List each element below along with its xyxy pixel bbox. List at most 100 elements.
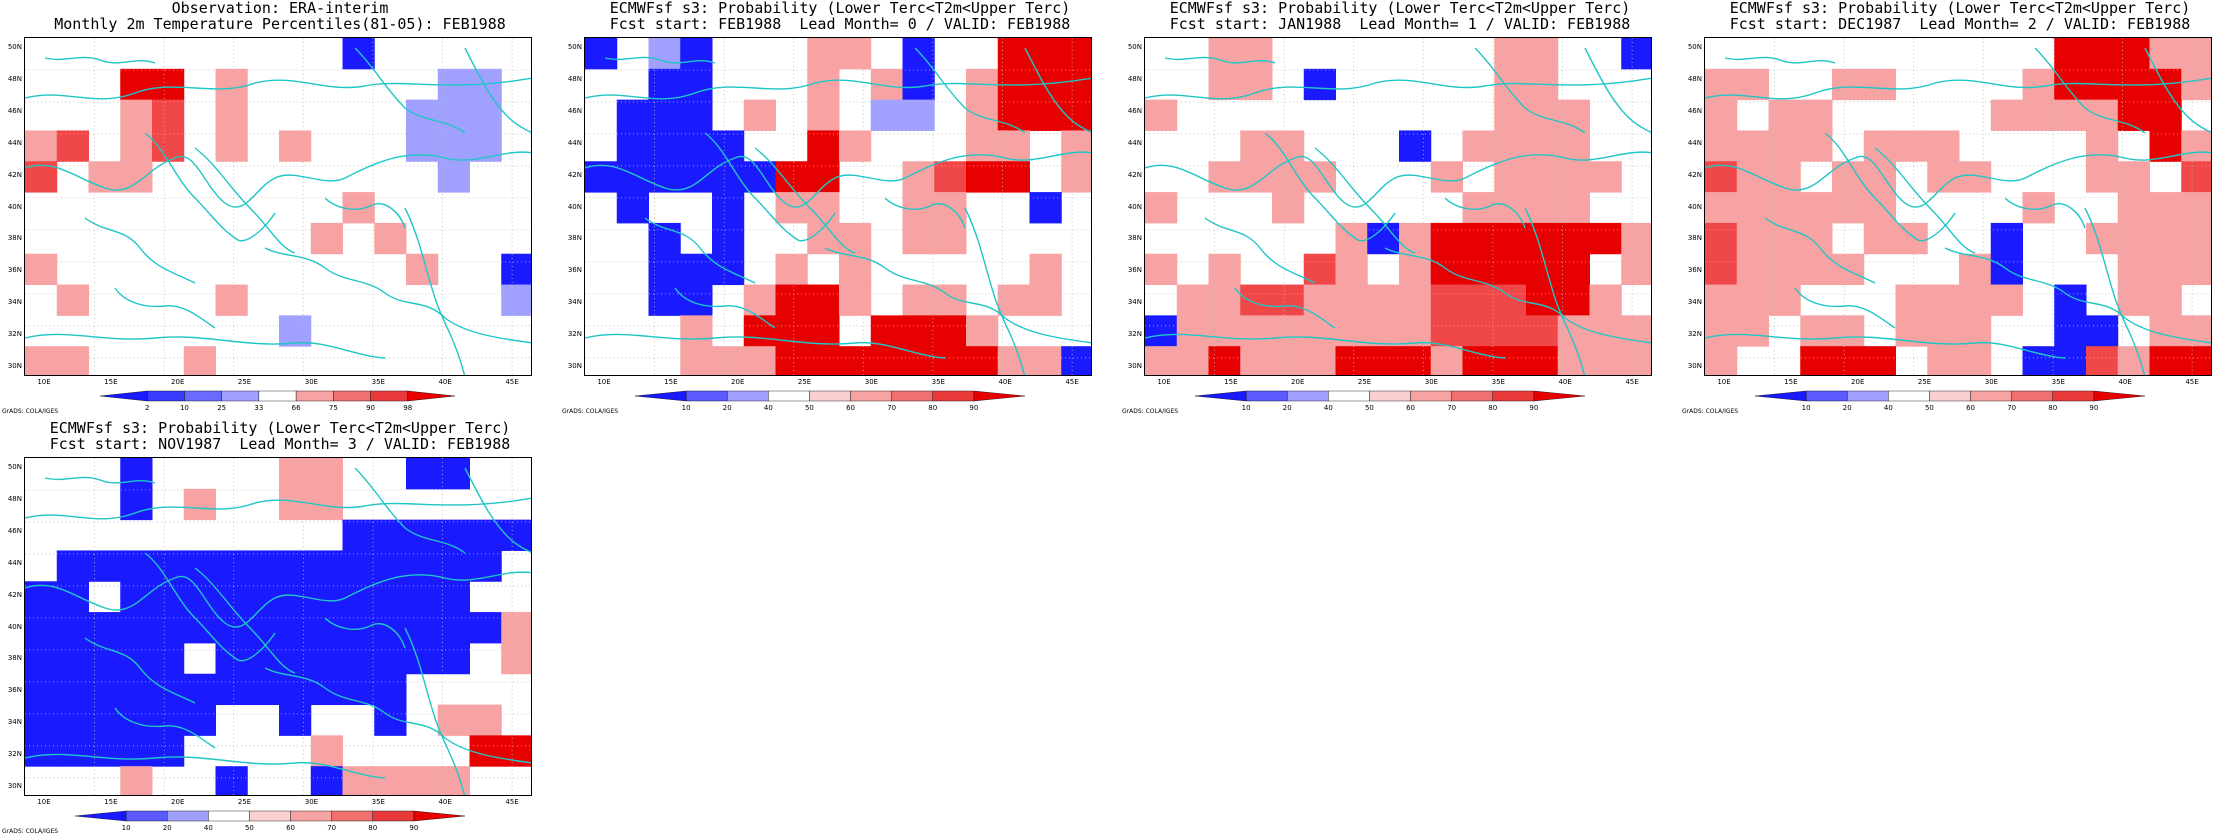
coastline (585, 77, 1091, 100)
grid-cell (469, 612, 502, 644)
colorbar-segment (249, 810, 291, 822)
coastline (25, 753, 386, 779)
grid-cell (406, 550, 439, 582)
colorbar-segment (1805, 390, 1848, 402)
colorbar-label: 60 (846, 404, 856, 412)
coastline (1234, 287, 1336, 329)
coastline (404, 627, 466, 795)
title-line-1: ECMWFsf s3: Probability (Lower Terc<T2m<… (1729, 0, 2191, 17)
grid-cell (648, 99, 681, 131)
colorbar-label: 70 (327, 824, 337, 832)
grid-cell (2117, 222, 2150, 255)
grid-cell (469, 704, 502, 736)
grid-cell (437, 581, 470, 613)
lat-tick-label: 32N (7, 330, 22, 339)
grid-cell (120, 161, 153, 193)
grid-cell (2117, 253, 2150, 286)
grid-cell (342, 642, 375, 675)
grid-cell (1621, 253, 1651, 286)
coastline (1705, 333, 2066, 359)
grid-cell (839, 38, 872, 70)
lon-tick-label: 20E (1291, 378, 1305, 386)
coastline (1145, 151, 1651, 208)
colorbar-segment (2052, 390, 2095, 402)
lat-tick-label: 50N (7, 43, 22, 51)
grid-cell (1863, 222, 1896, 255)
grid-cell (1272, 346, 1305, 375)
title-line-1: ECMWFsf s3: Probability (Lower Terc<T2m<… (1169, 0, 1631, 17)
grid-cell (437, 130, 470, 162)
grads-credit: GrADS: COLA/IGES (1682, 408, 1739, 415)
grid-cell (2149, 284, 2182, 316)
grid-cell (25, 253, 58, 286)
grid-cell (1621, 38, 1651, 70)
map-plot (1145, 38, 1651, 375)
coastline (1724, 56, 1836, 64)
grid-cell (966, 346, 999, 375)
panel-lead-3: ECMWFsf s3: Probability (Lower Terc<T2m<… (0, 420, 560, 840)
grid-cell (406, 458, 439, 490)
lon-tick-label: 20E (731, 378, 745, 386)
lon-tick-label: 40E (1558, 378, 1572, 386)
lat-tick-label: 38N (1127, 234, 1142, 243)
grid-cell (1589, 346, 1622, 375)
panel-title: ECMWFsf s3: Probability (Lower Terc<T2m<… (0, 420, 560, 452)
grid-cell (1145, 253, 1178, 286)
lon-tick-label: 15E (664, 378, 678, 386)
grid-cell (2149, 38, 2182, 70)
grid-cell (870, 346, 903, 375)
colorbar-segment (1410, 390, 1452, 402)
grid-cell (648, 68, 681, 101)
lat-tick-label: 50N (1687, 43, 1702, 51)
grid-cell (25, 735, 58, 767)
colorbar-label: 20 (1282, 404, 1292, 412)
grid-cell (870, 99, 903, 131)
colorbar-label: 10 (681, 404, 691, 412)
lat-tick-label: 42N (7, 170, 22, 179)
grid-cell (1557, 161, 1590, 193)
grid-cell (1526, 346, 1559, 375)
grid-cell (1462, 315, 1495, 347)
grid-cell (310, 642, 343, 675)
grid-cell (648, 130, 681, 162)
grid-cell (88, 550, 121, 582)
lat-tick-label: 46N (7, 106, 22, 115)
lat-tick-label: 40N (7, 622, 22, 631)
grid-cell (1589, 222, 1622, 255)
lat-tick-label: 44N (7, 558, 22, 567)
grid-cell (1736, 253, 1769, 286)
grid-cell (120, 68, 153, 101)
panel-observation: Observation: ERA-interim Monthly 2m Tempe… (0, 0, 560, 420)
grid-cell (1176, 346, 1209, 375)
lat-tick-label: 50N (7, 463, 22, 471)
grid-cell (56, 642, 89, 675)
grid-cell (743, 99, 776, 131)
grid-cell (934, 161, 967, 193)
grid-cell (2181, 253, 2211, 286)
grid-cell (88, 673, 121, 706)
grid-cell (1399, 284, 1432, 316)
grid-cell (406, 253, 439, 286)
grid-cell (469, 550, 502, 582)
grid-cell (1335, 346, 1368, 375)
grid-cell (616, 99, 649, 131)
grid-cell (1061, 68, 1091, 101)
grid-cell (1557, 253, 1590, 286)
grid-cell (25, 346, 58, 375)
lat-tick-label: 34N (567, 298, 582, 307)
lat-tick-label: 48N (567, 74, 582, 83)
grid-cell (1240, 284, 1273, 316)
colorbar-label: 20 (1842, 404, 1852, 412)
coastline (914, 47, 1026, 134)
coastline (2144, 47, 2211, 133)
grid-cell (88, 704, 121, 736)
grid-cell (88, 735, 121, 767)
grid-cell (279, 612, 312, 644)
grid-cell (56, 130, 89, 162)
lat-tick-label: 34N (7, 298, 22, 307)
lon-tick-label: 35E (1491, 378, 1505, 386)
coastline (25, 151, 531, 208)
grid-cell (1557, 192, 1590, 224)
lon-tick-label: 45E (505, 378, 519, 386)
grid-cell (1557, 315, 1590, 347)
